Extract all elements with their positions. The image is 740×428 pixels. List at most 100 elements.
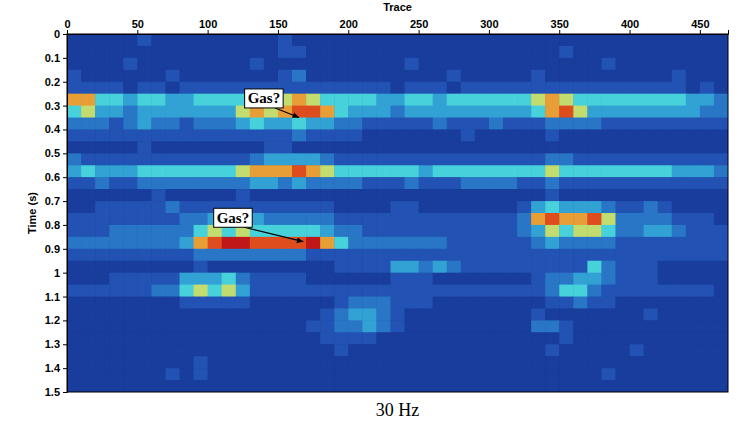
heatmap-cell: [151, 106, 166, 118]
heatmap-cell: [672, 165, 687, 177]
heatmap-cell: [250, 237, 265, 249]
heatmap-cell: [686, 189, 701, 201]
heatmap-cell: [320, 70, 335, 82]
heatmap-cell: [165, 58, 180, 70]
x-tick-label: 400: [621, 18, 639, 30]
heatmap-cell: [151, 70, 166, 82]
heatmap-cell: [433, 201, 448, 213]
heatmap-cell: [306, 189, 321, 201]
heatmap-cell: [222, 320, 237, 332]
heatmap-cell: [461, 118, 476, 130]
heatmap-cell: [123, 189, 138, 201]
heatmap-cell: [433, 368, 448, 380]
heatmap-cell: [419, 273, 434, 285]
heatmap-cell: [587, 380, 602, 392]
heatmap-cell: [250, 189, 265, 201]
heatmap-cell: [686, 320, 701, 332]
y-axis-title: Time (s): [26, 192, 38, 234]
heatmap-cell: [531, 273, 546, 285]
heatmap-cell: [700, 165, 715, 177]
heatmap-cell: [672, 82, 687, 94]
heatmap-cell: [250, 368, 265, 380]
heatmap-cell: [475, 380, 490, 392]
heatmap-cell: [123, 285, 138, 297]
heatmap-cell: [475, 129, 490, 141]
heatmap-cell: [601, 34, 616, 46]
heatmap-cell: [222, 356, 237, 368]
heatmap-cell: [700, 70, 715, 82]
heatmap-cell: [250, 165, 265, 177]
heatmap-cell: [109, 249, 124, 261]
heatmap-cell: [81, 106, 96, 118]
heatmap-cell: [334, 285, 349, 297]
heatmap-cell: [405, 82, 420, 94]
heatmap-cell: [264, 273, 279, 285]
heatmap-cell: [405, 356, 420, 368]
heatmap-cell: [362, 332, 377, 344]
y-tick-mark: [63, 320, 67, 321]
heatmap-cell: [447, 141, 462, 153]
heatmap-cell: [362, 177, 377, 189]
heatmap-cell: [320, 273, 335, 285]
heatmap-cell: [503, 189, 518, 201]
heatmap-cell: [686, 82, 701, 94]
heatmap-cell: [278, 141, 293, 153]
heatmap-cell: [137, 70, 152, 82]
heatmap-cell: [489, 320, 504, 332]
heatmap-cell: [194, 46, 209, 58]
heatmap-cell: [390, 285, 405, 297]
x-tick-label: 50: [132, 18, 144, 30]
heatmap-cell: [222, 153, 237, 165]
heatmap-cell: [559, 368, 574, 380]
heatmap-cell: [109, 106, 124, 118]
heatmap-cell: [573, 141, 588, 153]
heatmap-cell: [362, 225, 377, 237]
heatmap-cell: [559, 70, 574, 82]
heatmap-cell: [672, 297, 687, 309]
heatmap-cell: [180, 273, 195, 285]
x-tick: 50: [132, 18, 144, 34]
heatmap-cell: [320, 225, 335, 237]
heatmap-cell: [587, 189, 602, 201]
heatmap-cell: [559, 356, 574, 368]
heatmap-cell: [672, 368, 687, 380]
heatmap-cell: [419, 237, 434, 249]
heatmap-cell: [208, 165, 223, 177]
heatmap-cell: [292, 46, 307, 58]
heatmap-cell: [67, 225, 82, 237]
heatmap-cell: [658, 297, 673, 309]
heatmap-cell: [151, 129, 166, 141]
heatmap-cell: [151, 153, 166, 165]
heatmap-cell: [390, 46, 405, 58]
heatmap-cell: [67, 320, 82, 332]
heatmap-cell: [630, 380, 645, 392]
heatmap-cell: [419, 201, 434, 213]
heatmap-cell: [194, 344, 209, 356]
heatmap-cell: [376, 141, 391, 153]
heatmap-cell: [306, 58, 321, 70]
heatmap-cell: [531, 153, 546, 165]
heatmap-cell: [390, 94, 405, 106]
heatmap-cell: [348, 344, 363, 356]
heatmap-cell: [700, 344, 715, 356]
heatmap-cell: [362, 70, 377, 82]
heatmap-cell: [644, 320, 659, 332]
heatmap-cell: [714, 94, 728, 106]
heatmap-cell: [573, 118, 588, 130]
heatmap-cell: [545, 153, 560, 165]
heatmap-cell: [686, 58, 701, 70]
heatmap-cell: [278, 34, 293, 46]
heatmap-cell: [615, 261, 630, 273]
heatmap-cell: [208, 285, 223, 297]
heatmap-cell: [644, 308, 659, 320]
heatmap-cell: [137, 249, 152, 261]
heatmap-cell: [405, 118, 420, 130]
heatmap-cell: [714, 201, 728, 213]
heatmap-cell: [531, 356, 546, 368]
heatmap-cell: [475, 356, 490, 368]
heatmap-cell: [123, 82, 138, 94]
heatmap-cell: [587, 320, 602, 332]
heatmap-cell: [545, 177, 560, 189]
annotation-arrow: [244, 227, 303, 241]
heatmap-cell: [503, 356, 518, 368]
